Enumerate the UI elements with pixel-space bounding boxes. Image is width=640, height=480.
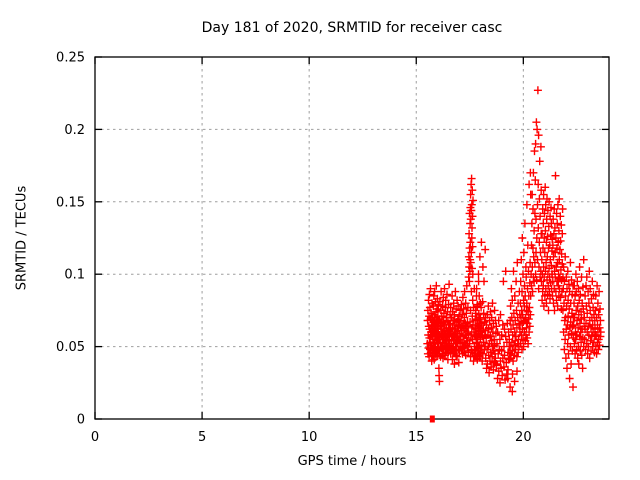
y-tick-label: 0.2 xyxy=(64,123,85,138)
x-tick-labels: 0 5 10 15 20 xyxy=(91,430,532,445)
zero-marker xyxy=(429,415,435,423)
zero-data-marker xyxy=(429,415,435,423)
x-tick-label: 0 xyxy=(91,430,99,445)
scatter-points-path xyxy=(423,86,605,396)
x-tick-label: 15 xyxy=(408,430,425,445)
plot-border xyxy=(94,56,610,420)
tick-marks xyxy=(94,56,609,420)
y-tick-label: 0 xyxy=(77,413,85,428)
y-tick-label: 0.25 xyxy=(56,51,85,66)
y-tick-label: 0.05 xyxy=(56,340,85,355)
y-tick-label: 0.15 xyxy=(56,195,85,210)
data-points xyxy=(423,86,605,396)
x-tick-label: 5 xyxy=(198,430,206,445)
grid-layer xyxy=(95,57,609,419)
chart-title: Day 181 of 2020, SRMTID for receiver cas… xyxy=(201,20,503,36)
x-tick-label: 20 xyxy=(515,430,532,445)
x-tick-label: 10 xyxy=(301,430,318,445)
x-axis-label: GPS time / hours xyxy=(297,454,407,469)
y-tick-labels: 0 0.05 0.1 0.15 0.2 0.25 xyxy=(56,51,85,428)
y-tick-label: 0.1 xyxy=(64,268,85,283)
